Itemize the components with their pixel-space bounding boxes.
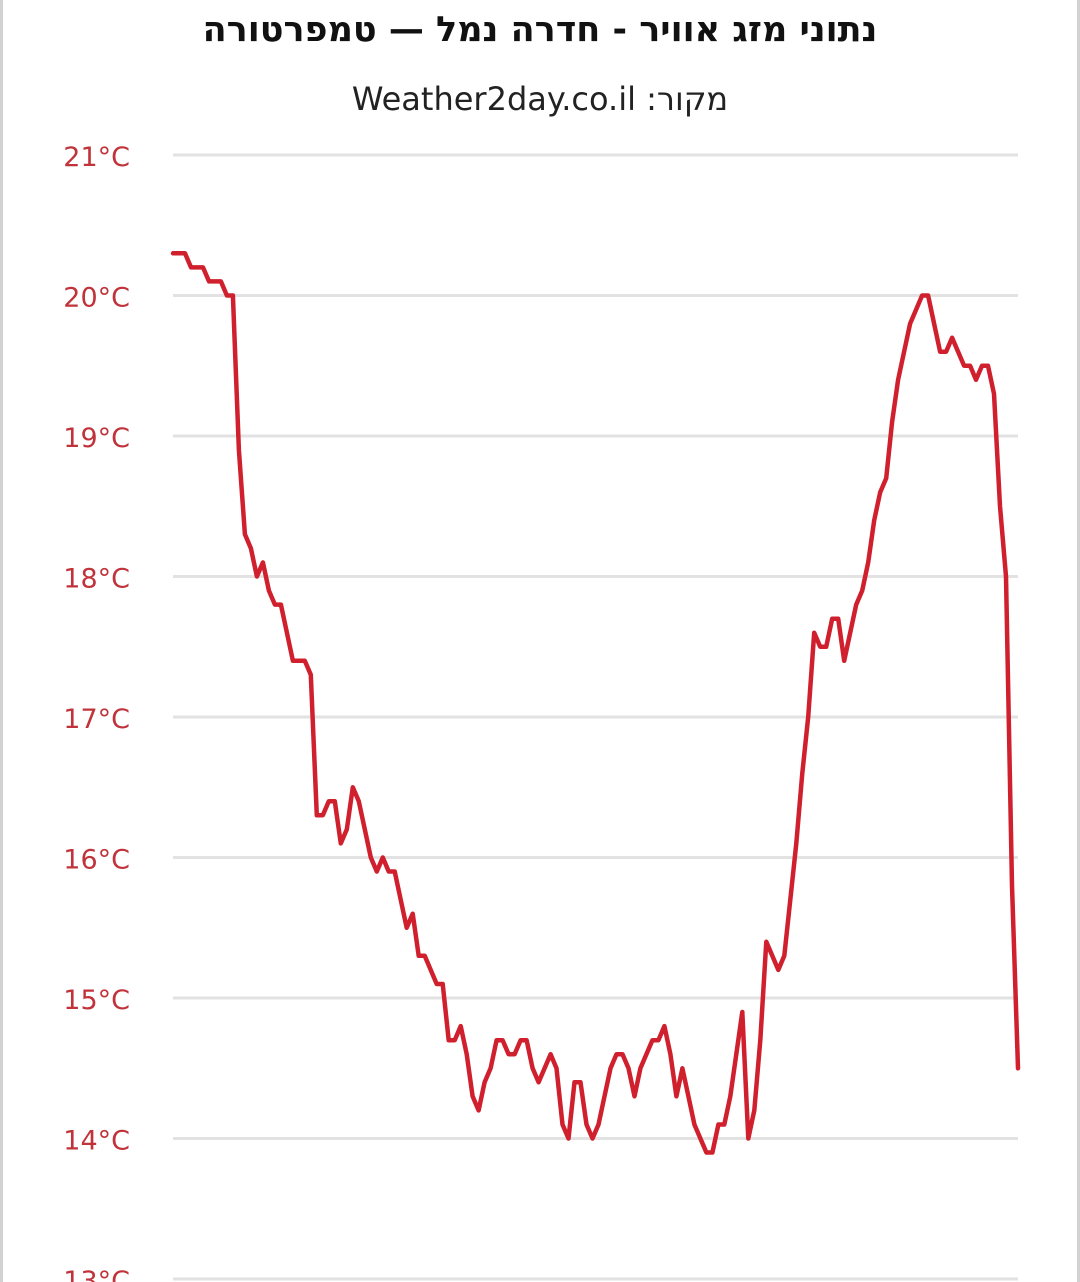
y-tick-label: 13°C bbox=[63, 1266, 130, 1282]
y-tick-label: 21°C bbox=[63, 142, 130, 173]
y-tick-label: 17°C bbox=[63, 704, 130, 735]
y-tick-label: 18°C bbox=[63, 564, 130, 595]
y-tick-label: 20°C bbox=[63, 283, 130, 314]
chart-subtitle: מקור: Weather2day.co.il bbox=[351, 80, 729, 118]
y-tick-label: 14°C bbox=[63, 1126, 130, 1157]
y-tick-label: 16°C bbox=[63, 845, 130, 876]
y-tick-label: 15°C bbox=[63, 985, 130, 1016]
temperature-series-line bbox=[170, 251, 1021, 1155]
chart-title: נתוני מזג אוויר - חדרה נמל — טמפרטורה bbox=[202, 10, 878, 50]
right-frame-border bbox=[1077, 0, 1080, 1282]
left-frame-border bbox=[0, 0, 3, 1282]
y-tick-label: 19°C bbox=[63, 423, 130, 454]
